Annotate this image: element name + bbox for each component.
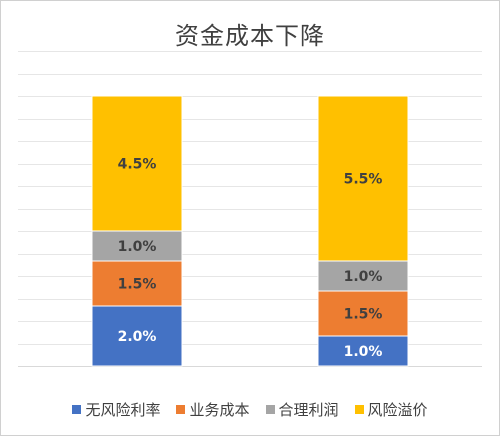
chart-legend: 无风险利率 业务成本 合理利润 风险溢价 xyxy=(0,397,500,421)
legend-swatch-operating-cost xyxy=(176,404,186,414)
data-label-0-1: 1.5% xyxy=(118,277,157,293)
bar-segment-0-3 xyxy=(91,95,183,232)
data-label-0-2: 1.0% xyxy=(118,239,157,255)
legend-swatch-risk-premium xyxy=(354,404,364,414)
data-label-1-2: 1.0% xyxy=(344,269,383,285)
legend-swatch-risk-free-rate xyxy=(72,404,82,414)
legend-item-operating-cost: 业务成本 xyxy=(176,399,250,420)
legend-label-risk-free-rate: 无风险利率 xyxy=(85,400,161,419)
legend-item-risk-premium: 风险溢价 xyxy=(354,399,428,420)
data-label-0-0: 2.0% xyxy=(118,329,157,345)
chart-title: 资金成本下降 xyxy=(175,22,325,50)
legend-label-operating-cost: 业务成本 xyxy=(189,400,250,419)
data-label-0-3: 4.5% xyxy=(118,157,157,173)
bar-segment-0-2 xyxy=(91,230,183,262)
data-label-1-0: 1.0% xyxy=(344,344,383,360)
legend-item-risk-free-rate: 无风险利率 xyxy=(72,399,160,420)
legend-item-reasonable-profit: 合理利润 xyxy=(265,399,339,420)
bar-segment-1-3 xyxy=(317,95,409,262)
bar-segment-1-1 xyxy=(317,290,409,337)
legend-swatch-reasonable-profit xyxy=(265,404,275,414)
legend-label-reasonable-profit: 合理利润 xyxy=(278,400,339,419)
legend-label-risk-premium: 风险溢价 xyxy=(367,400,428,419)
data-label-1-3: 5.5% xyxy=(344,172,383,188)
bar-segment-1-0 xyxy=(317,335,409,367)
data-label-1-1: 1.5% xyxy=(344,307,383,323)
